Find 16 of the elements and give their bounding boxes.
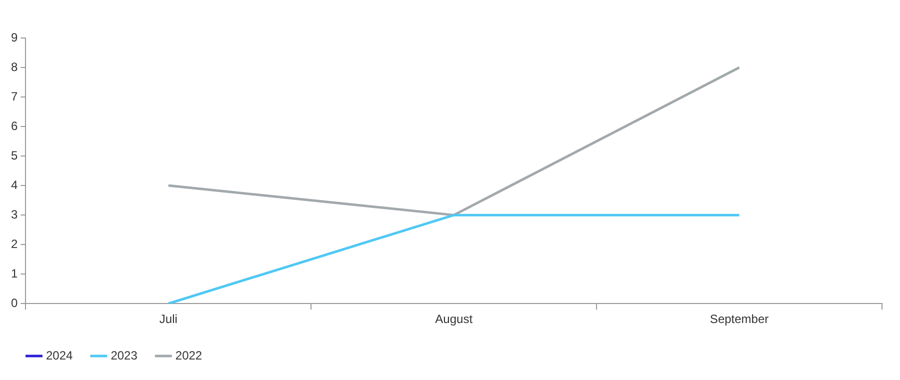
x-tick-label: August (435, 312, 474, 326)
y-tick-label: 1 (10, 266, 18, 280)
y-tick-label: 0 (10, 296, 18, 310)
legend-label: 2023 (110, 348, 138, 362)
x-tick-label: Juli (159, 312, 178, 326)
y-tick-label: 7 (10, 89, 18, 104)
y-tick-label: 9 (10, 30, 18, 44)
y-tick-label: 6 (10, 118, 18, 133)
y-tick-label: 2 (10, 236, 18, 251)
y-tick-label: 8 (10, 60, 18, 74)
legend-label: 2024 (46, 348, 74, 362)
x-tick-label: September (710, 312, 769, 326)
y-tick-label: 3 (10, 207, 18, 222)
y-tick-label: 4 (10, 178, 18, 192)
legend-label: 2022 (175, 348, 202, 362)
y-tick-label: 5 (10, 148, 18, 162)
